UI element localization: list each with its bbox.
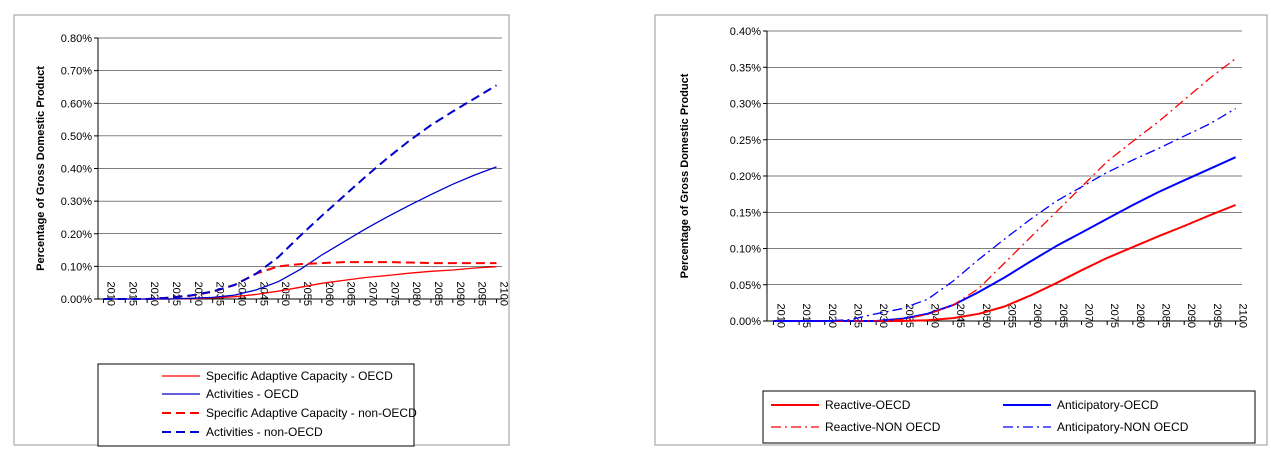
- x-tick-label: 2015: [800, 304, 812, 328]
- series-line-3: [773, 108, 1236, 322]
- series-line-3: [103, 84, 498, 300]
- y-tick-label: 0.00%: [730, 316, 761, 328]
- chart-right: 0.00% 0.05% 0.10% 0.15% 0.20% 0.25% 0.30% 0.35%…: [654, 14, 1268, 446]
- x-tick-label: 2065: [1057, 304, 1069, 328]
- y-tick-label: 0.30%: [730, 99, 761, 111]
- y-tick-label: 0.20%: [730, 171, 761, 183]
- x-tick-label: 2075: [388, 282, 400, 306]
- x-tick-label: 2100: [498, 282, 510, 306]
- x-tick-label: 2015: [126, 282, 138, 306]
- x-tick-label: 2010: [774, 304, 786, 328]
- y-tick-label: 0.40%: [730, 26, 761, 38]
- x-tick-label: 2100: [1237, 304, 1249, 328]
- x-tick-label: 2030: [877, 304, 889, 328]
- x-tick-label: 2080: [1134, 304, 1146, 328]
- x-tick-label: 2070: [1083, 304, 1095, 328]
- x-tick-label: 2035: [214, 282, 226, 306]
- y-tick-label: 0.30%: [61, 196, 92, 208]
- x-tick-label: 2050: [279, 282, 291, 306]
- y-tick-label: 0.10%: [730, 244, 761, 256]
- legend-label: Specific Adaptive Capacity - OECD: [206, 369, 393, 383]
- x-tick-label: 2050: [980, 304, 992, 328]
- x-tick-label: 2095: [1211, 304, 1223, 328]
- x-tick-label: 2090: [1185, 304, 1197, 328]
- x-tick-label: 2090: [454, 282, 466, 306]
- series-line-2: [103, 261, 497, 300]
- y-tick-label: 0.25%: [730, 135, 761, 147]
- y-axis-label: Percentage of Gross Domestic Product: [679, 73, 691, 278]
- y-tick-label: 0.10%: [61, 261, 92, 273]
- legend-box: [762, 390, 1256, 444]
- x-tick-label: 2065: [345, 282, 357, 306]
- x-tick-label: 2095: [476, 282, 488, 306]
- y-tick-label: 0.35%: [730, 62, 761, 74]
- chart-panel-right: 0.00% 0.05% 0.10% 0.15% 0.20% 0.25% 0.30% 0.35%…: [651, 0, 1271, 448]
- y-axis-label: Percentage of Gross Domestic Product: [35, 66, 47, 271]
- x-tick-label: 2025: [851, 304, 863, 328]
- x-tick-label: 2085: [1160, 304, 1172, 328]
- legend-label: Specific Adaptive Capacity - non-OECD: [206, 406, 417, 420]
- x-tick-label: 2085: [432, 282, 444, 306]
- x-tick-label: 2040: [928, 304, 940, 328]
- legend-box: [97, 363, 415, 447]
- x-tick-label: 2060: [323, 282, 335, 306]
- x-tick-label: 2045: [954, 304, 966, 328]
- x-tick-label: 2055: [1006, 304, 1018, 328]
- series-line-2: [773, 58, 1236, 322]
- x-tick-label: 2020: [826, 304, 838, 328]
- x-tick-label: 2070: [367, 282, 379, 306]
- chart-left: 0.00% 0.10% 0.20% 0.30% 0.40% 0.50% 0.60% 0.70%…: [13, 14, 510, 447]
- series-line-1: [773, 156, 1237, 322]
- series-line-1: [103, 166, 497, 300]
- y-tick-label: 0.40%: [61, 164, 92, 176]
- y-tick-label: 0.60%: [61, 98, 92, 110]
- legend-label: Activities - non-OECD: [206, 425, 323, 439]
- legend-label: Anticipatory-NON OECD: [1057, 420, 1189, 434]
- x-tick-label: 2020: [148, 282, 160, 306]
- y-tick-label: 0.80%: [61, 33, 92, 45]
- x-tick-label: 2080: [410, 282, 422, 306]
- legend-label: Reactive-OECD: [825, 398, 911, 412]
- x-tick-label: 2025: [170, 282, 182, 306]
- legend-label: Activities - OECD: [206, 387, 299, 401]
- x-tick-label: 2060: [1031, 304, 1043, 328]
- chart-frame: [654, 14, 1268, 446]
- x-tick-label: 2030: [192, 282, 204, 306]
- x-tick-label: 2055: [301, 282, 313, 306]
- chart-panel-left: 0.00% 0.10% 0.20% 0.30% 0.40% 0.50% 0.60% 0.70%…: [0, 0, 520, 448]
- y-tick-label: 0.70%: [61, 66, 92, 78]
- legend-label: Reactive-NON OECD: [825, 420, 941, 434]
- x-tick-label: 2010: [104, 282, 116, 306]
- x-tick-label: 2075: [1108, 304, 1120, 328]
- y-tick-label: 0.15%: [730, 207, 761, 219]
- legend-label: Anticipatory-OECD: [1057, 398, 1159, 412]
- y-tick-label: 0.00%: [61, 294, 92, 306]
- y-tick-label: 0.05%: [730, 280, 761, 292]
- y-tick-label: 0.20%: [61, 229, 92, 241]
- y-tick-label: 0.50%: [61, 131, 92, 143]
